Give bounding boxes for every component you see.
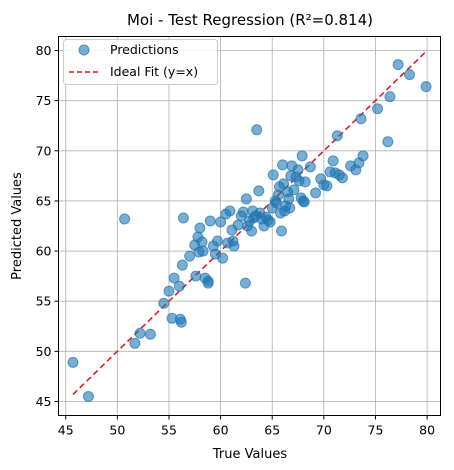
- prediction-point: [357, 150, 369, 162]
- y-tick-label: 45: [36, 394, 52, 409]
- legend-marker-predictions: [78, 44, 90, 56]
- prediction-point: [267, 169, 279, 181]
- prediction-point: [288, 184, 300, 196]
- plot-frame: [58, 36, 441, 416]
- prediction-point: [232, 219, 244, 231]
- prediction-point: [217, 252, 229, 264]
- legend-label-predictions: Predictions: [110, 42, 179, 57]
- prediction-point: [211, 235, 223, 247]
- x-tick-label: 80: [419, 423, 435, 438]
- x-tick-label: 55: [161, 423, 177, 438]
- prediction-point: [327, 155, 339, 167]
- y-tick-label: 65: [36, 193, 52, 208]
- y-tick-label: 50: [36, 344, 52, 359]
- prediction-point: [158, 297, 170, 309]
- y-axis-ticks: 45 50 55 60 65 70 75 80: [36, 43, 59, 409]
- prediction-point: [276, 225, 288, 237]
- prediction-point: [224, 205, 236, 217]
- prediction-point: [284, 202, 296, 214]
- prediction-point: [277, 159, 289, 171]
- y-axis-label: Predicted Values: [10, 172, 25, 280]
- x-tick-label: 60: [213, 423, 229, 438]
- prediction-point: [283, 193, 295, 205]
- legend-box: [63, 39, 218, 85]
- prediction-points: [67, 59, 432, 402]
- prediction-point: [237, 206, 249, 218]
- prediction-point: [420, 81, 432, 93]
- chart-title: Moi - Test Regression (R²=0.814): [127, 11, 373, 29]
- prediction-point: [144, 328, 156, 340]
- legend-label-ideal-fit: Ideal Fit (y=x): [110, 64, 198, 79]
- y-tick-label: 55: [36, 294, 52, 309]
- prediction-point: [215, 216, 227, 228]
- x-tick-label: 75: [368, 423, 384, 438]
- prediction-point: [175, 316, 187, 328]
- prediction-point: [304, 161, 316, 173]
- prediction-point: [264, 216, 276, 228]
- prediction-point: [292, 164, 304, 176]
- prediction-point: [228, 240, 240, 252]
- prediction-point: [321, 180, 333, 192]
- x-tick-label: 70: [316, 423, 332, 438]
- prediction-point: [67, 356, 79, 368]
- prediction-point: [196, 236, 208, 248]
- prediction-point: [253, 185, 265, 197]
- y-tick-label: 60: [36, 244, 52, 259]
- prediction-point: [119, 213, 131, 225]
- prediction-point: [404, 69, 416, 81]
- prediction-point: [336, 172, 348, 184]
- x-tick-label: 45: [58, 423, 74, 438]
- x-tick-label: 50: [109, 423, 125, 438]
- prediction-point: [298, 196, 310, 208]
- y-tick-label: 70: [36, 143, 52, 158]
- prediction-point: [197, 245, 209, 257]
- prediction-point: [246, 225, 258, 237]
- prediction-point: [239, 277, 251, 289]
- prediction-point: [202, 277, 214, 289]
- prediction-point: [177, 212, 189, 224]
- prediction-point: [204, 215, 216, 227]
- prediction-point: [296, 150, 308, 162]
- prediction-point: [382, 136, 394, 148]
- prediction-point: [163, 285, 175, 297]
- prediction-point: [310, 187, 322, 199]
- prediction-point: [331, 130, 343, 142]
- legend: Predictions Ideal Fit (y=x): [63, 39, 218, 85]
- prediction-point: [82, 390, 94, 402]
- prediction-point: [372, 103, 384, 115]
- prediction-point: [176, 259, 188, 271]
- prediction-point: [134, 327, 146, 339]
- ideal-fit-line: [72, 50, 427, 396]
- x-tick-label: 65: [264, 423, 280, 438]
- prediction-point: [251, 124, 263, 136]
- prediction-point: [173, 280, 185, 292]
- x-axis-label: True Values: [212, 447, 287, 462]
- x-axis-ticks: 45 50 55 60 65 70 75 80: [58, 415, 435, 438]
- prediction-point: [240, 193, 252, 205]
- prediction-point: [384, 91, 396, 103]
- y-tick-label: 75: [36, 93, 52, 108]
- prediction-point: [392, 59, 404, 71]
- prediction-point: [129, 337, 141, 349]
- y-tick-label: 80: [36, 43, 52, 58]
- prediction-point: [168, 272, 180, 284]
- prediction-point: [190, 270, 202, 282]
- prediction-point: [194, 222, 206, 234]
- prediction-point: [355, 113, 367, 125]
- prediction-point: [184, 250, 196, 262]
- prediction-point: [299, 176, 311, 188]
- ideal-fit-layer: [72, 50, 427, 396]
